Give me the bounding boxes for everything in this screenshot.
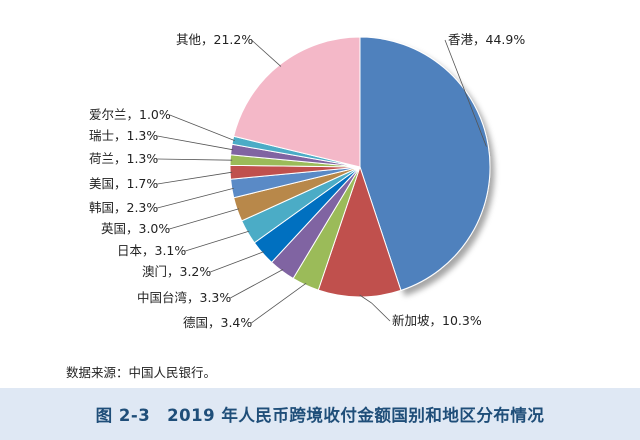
leader-line bbox=[169, 114, 235, 141]
data-label: 荷兰，1.3% bbox=[89, 151, 158, 166]
leader-line bbox=[157, 187, 234, 209]
data-label: 美国，1.7% bbox=[89, 176, 158, 191]
leader-line bbox=[210, 251, 265, 273]
pie-slice bbox=[359, 36, 491, 292]
data-label: 韩国，2.3% bbox=[89, 200, 158, 215]
leader-line bbox=[185, 230, 250, 252]
data-label: 中国台湾，3.3% bbox=[137, 290, 231, 305]
source-note: 数据来源：中国人民银行。 bbox=[66, 365, 217, 380]
pie-chart: 香港，44.9% 新加坡，10.3% 德国，3.4% 中国台湾，3.3% 澳门，3.2%… bbox=[89, 32, 525, 330]
data-label: 新加坡，10.3% bbox=[392, 313, 482, 328]
data-label: 爱尔兰，1.0% bbox=[89, 107, 171, 122]
leader-line bbox=[251, 39, 282, 67]
leader-line bbox=[444, 39, 487, 147]
data-label: 英国，3.0% bbox=[101, 221, 170, 236]
pie-slices bbox=[229, 36, 491, 298]
pie-chart-svg: 香港，44.9% 新加坡，10.3% 德国，3.4% 中国台湾，3.3% 澳门，3.2%… bbox=[89, 32, 525, 330]
leader-line bbox=[157, 158, 233, 161]
leader-line bbox=[230, 269, 284, 299]
leader-lines bbox=[157, 39, 487, 324]
leader-line bbox=[169, 208, 240, 230]
data-label: 日本，3.1% bbox=[117, 243, 186, 258]
figure-caption: 图 2-3 2019 年人民币跨境收付金额国别和地区分布情况 bbox=[95, 406, 545, 425]
leader-line bbox=[157, 171, 233, 185]
data-label: 德国，3.4% bbox=[183, 315, 252, 330]
leader-line bbox=[251, 282, 307, 324]
data-label: 澳门，3.2% bbox=[142, 264, 211, 279]
data-label: 香港，44.9% bbox=[448, 32, 525, 47]
pie-slice bbox=[317, 165, 402, 298]
data-label: 其他，21.2% bbox=[176, 32, 253, 47]
figure-caption-bar: 图 2-3 2019 年人民币跨境收付金额国别和地区分布情况 bbox=[0, 388, 640, 440]
leader-line bbox=[359, 294, 391, 322]
leader-line bbox=[157, 135, 234, 151]
data-label: 瑞士，1.3% bbox=[89, 128, 158, 143]
data-labels: 香港，44.9% 新加坡，10.3% 德国，3.4% 中国台湾，3.3% 澳门，3.2%… bbox=[89, 32, 525, 330]
